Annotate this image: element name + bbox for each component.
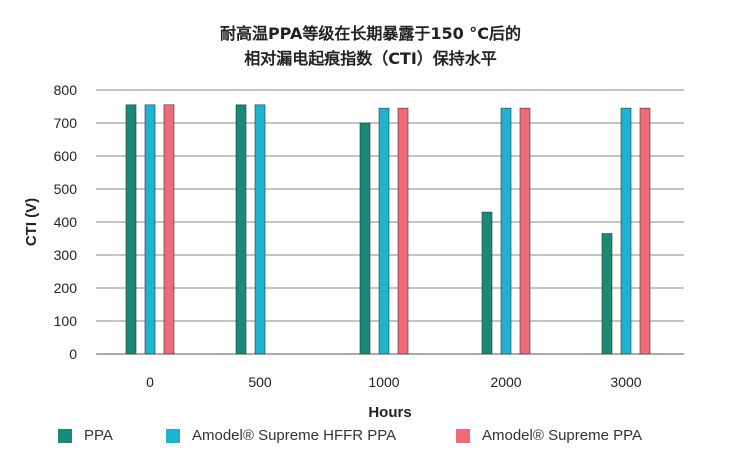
x-tick-label: 0: [146, 374, 154, 390]
bar: [235, 104, 247, 355]
legend-swatch-ppa: [58, 428, 72, 443]
x-tick-label: 2000: [490, 374, 521, 390]
bar: [601, 233, 613, 355]
y-tick-label: 700: [54, 115, 78, 131]
chart-title-line-2: 相对漏电起痕指数（CTI）保持水平: [244, 49, 497, 68]
x-tick-label: 1000: [368, 374, 399, 390]
legend: PPA Amodel® Supreme HFFR PPA Amodel® Sup…: [0, 427, 741, 451]
x-tick-label: 3000: [610, 374, 641, 390]
bar: [359, 122, 371, 355]
y-tick-label: 800: [54, 82, 78, 98]
bar: [519, 107, 531, 355]
legend-item-supreme: Amodel® Supreme PPA: [456, 427, 642, 444]
legend-swatch-hffr: [166, 428, 180, 443]
bar: [500, 107, 512, 355]
legend-item-ppa: PPA: [58, 427, 113, 444]
y-tick-label: 200: [54, 280, 78, 296]
y-axis-title: CTI (V): [23, 198, 40, 246]
bar: [254, 104, 266, 355]
bar: [620, 107, 632, 355]
legend-label-ppa: PPA: [84, 427, 113, 444]
y-tick-label: 100: [54, 313, 78, 329]
y-tick-label: 500: [54, 181, 78, 197]
x-tick-label: 500: [248, 374, 272, 390]
y-tick-label: 0: [69, 346, 77, 362]
chart-title-line-1: 耐高温PPA等级在长期暴露于150 °C后的: [219, 24, 522, 43]
legend-swatch-supreme: [456, 428, 470, 443]
bar: [481, 211, 493, 355]
y-tick-label: 400: [54, 214, 78, 230]
x-axis-title: Hours: [368, 404, 411, 421]
bar: [163, 104, 175, 355]
bar: [397, 107, 409, 355]
y-tick-label: 600: [54, 148, 78, 164]
bar: [378, 107, 390, 355]
y-tick-label: 300: [54, 247, 78, 263]
bar: [144, 104, 156, 355]
legend-label-supreme: Amodel® Supreme PPA: [482, 427, 643, 444]
bar: [125, 104, 137, 355]
legend-item-hffr: Amodel® Supreme HFFR PPA: [166, 427, 396, 444]
bar: [639, 107, 651, 355]
legend-label-hffr: Amodel® Supreme HFFR PPA: [192, 427, 397, 444]
